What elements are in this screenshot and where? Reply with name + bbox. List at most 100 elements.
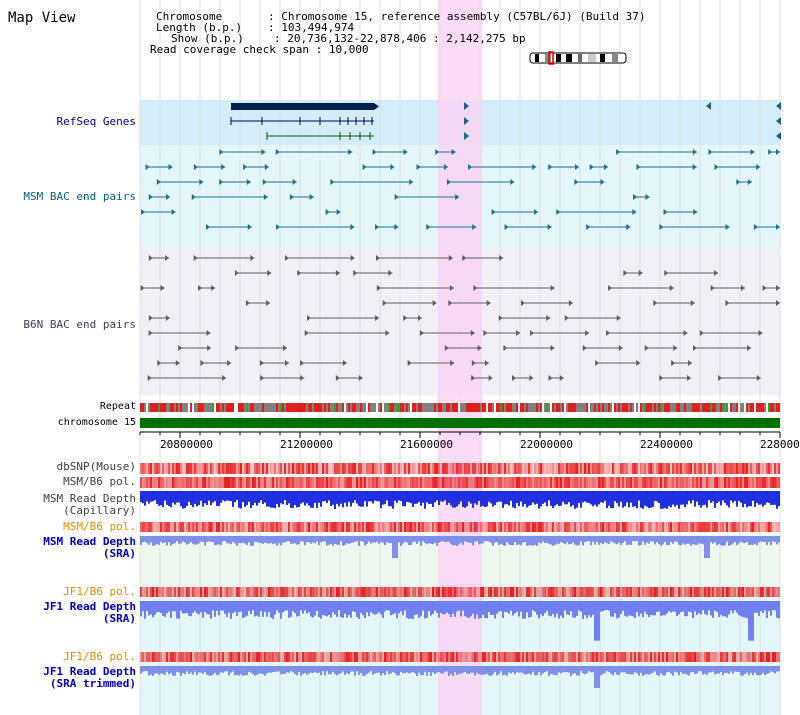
msm-bac-pair-end xyxy=(636,164,641,170)
polymorphism-cell xyxy=(694,477,696,488)
polymorphism-cell xyxy=(506,587,508,597)
polymorphism-cell xyxy=(284,652,286,662)
polymorphism-cell xyxy=(562,652,564,662)
dbsnp-label[interactable]: dbSNP(Mouse) xyxy=(56,460,136,473)
repeat-segment xyxy=(756,403,758,412)
msm-b6-pol-label[interactable]: MSM/B6 pol. xyxy=(63,475,136,488)
polymorphism-cell xyxy=(534,477,536,488)
jf1-read-depth-trimmed-label[interactable]: JF1 Read Depth xyxy=(43,665,136,678)
jf1-sra-depth-bar xyxy=(218,601,220,616)
repeat-segment xyxy=(698,403,700,412)
msm-read-depth-sra-label[interactable]: MSM Read Depth xyxy=(43,535,136,548)
polymorphism-cell xyxy=(432,463,434,474)
chromosome-track-label[interactable]: chromosome 15 xyxy=(57,417,136,428)
polymorphism-cell xyxy=(450,463,452,474)
msm-bac-pair-end xyxy=(193,164,198,170)
msm-capillary-depth-bar xyxy=(738,491,740,501)
polymorphism-cell xyxy=(736,522,738,532)
msm-sra-depth-bar xyxy=(486,536,488,542)
msm-sra-depth-bar xyxy=(206,536,208,542)
repeat-segment xyxy=(550,403,552,412)
polymorphism-cell xyxy=(464,477,466,488)
jf1-b6-pol-2-label[interactable]: JF1/B6 pol. xyxy=(63,650,136,663)
polymorphism-cell xyxy=(678,477,680,488)
polymorphism-cell xyxy=(216,522,218,532)
polymorphism-cell xyxy=(230,652,232,662)
b6n-bac-pair-end xyxy=(673,345,678,351)
msm-read-depth-capillary-label[interactable]: MSM Read Depth xyxy=(43,492,136,505)
polymorphism-cell xyxy=(250,652,252,662)
length-value: 103,494,974 xyxy=(281,21,355,34)
b6n-bac-pair-end xyxy=(548,375,553,381)
refseq-genes-label[interactable]: RefSeq Genes xyxy=(56,115,136,128)
polymorphism-cell xyxy=(400,522,402,532)
msm-capillary-depth-bar xyxy=(666,491,668,509)
polymorphism-cell xyxy=(438,587,440,597)
jf1-sra-depth-bar xyxy=(722,601,724,617)
jf1-trimmed-depth-bar xyxy=(400,666,402,672)
polymorphism-cell xyxy=(156,477,158,488)
msm-capillary-depth-bar xyxy=(294,491,296,505)
msm-bac-label[interactable]: MSM BAC end pairs xyxy=(23,190,136,203)
msm-sra-depth-bar xyxy=(678,536,680,545)
polymorphism-cell xyxy=(772,522,774,532)
jf1-sra-depth-bar xyxy=(496,601,498,614)
polymorphism-cell xyxy=(368,522,370,532)
msm-capillary-depth-bar xyxy=(422,491,424,503)
polymorphism-cell xyxy=(272,463,274,474)
polymorphism-cell xyxy=(198,463,200,474)
polymorphism-cell xyxy=(292,477,294,488)
jf1-trimmed-depth-bar xyxy=(292,666,294,673)
repeat-label[interactable]: Repeat xyxy=(99,401,136,412)
polymorphism-cell xyxy=(488,587,490,597)
polymorphism-cell xyxy=(580,522,582,532)
polymorphism-cell xyxy=(446,522,448,532)
jf1-sra-depth-bar xyxy=(466,601,468,618)
msm-capillary-depth-bar xyxy=(568,491,570,503)
polymorphism-cell xyxy=(212,522,214,532)
polymorphism-cell xyxy=(470,587,472,597)
polymorphism-cell xyxy=(216,652,218,662)
polymorphism-cell xyxy=(156,463,158,474)
msm-sra-depth-bar xyxy=(514,536,516,543)
polymorphism-cell xyxy=(696,477,698,488)
jf1-b6-pol-label[interactable]: JF1/B6 pol. xyxy=(63,585,136,598)
repeat-segment xyxy=(696,403,698,412)
polymorphism-cell xyxy=(592,652,594,662)
polymorphism-cell xyxy=(192,652,194,662)
b6n-bac-label[interactable]: B6N BAC end pairs xyxy=(23,318,136,331)
jf1-trimmed-depth-bar xyxy=(150,666,152,675)
polymorphism-cell xyxy=(228,522,230,532)
msm-sra-depth-bar xyxy=(440,536,442,542)
polymorphism-cell xyxy=(766,463,768,474)
msm-bac-pair-end xyxy=(221,164,226,170)
polymorphism-cell xyxy=(534,522,536,532)
jf1-sra-depth-bar xyxy=(666,601,668,614)
polymorphism-cell xyxy=(578,652,580,662)
polymorphism-cell xyxy=(378,463,380,474)
polymorphism-cell xyxy=(288,463,290,474)
jf1-sra-depth-bar xyxy=(532,601,534,611)
msm-sra-depth-bar xyxy=(378,536,380,544)
jf1-sra-depth-bar xyxy=(220,601,222,611)
polymorphism-cell xyxy=(160,477,162,488)
msm-b6-pol-2-label[interactable]: MSM/B6 pol. xyxy=(63,520,136,533)
jf1-read-depth-sra-label[interactable]: JF1 Read Depth xyxy=(43,600,136,613)
msm-sra-depth-bar xyxy=(142,536,144,543)
msm-capillary-depth-bar xyxy=(524,491,526,505)
polymorphism-cell xyxy=(582,652,584,662)
jf1-trimmed-depth-bar xyxy=(192,666,194,675)
repeat-segment xyxy=(438,403,440,412)
repeat-segment xyxy=(632,403,634,412)
polymorphism-cell xyxy=(194,587,196,597)
jf1-trimmed-depth-bar xyxy=(750,666,752,673)
polymorphism-cell xyxy=(404,477,406,488)
repeat-segment xyxy=(268,403,270,412)
msm-bac-pair-end xyxy=(394,224,399,230)
jf1-trimmed-depth-bar xyxy=(570,666,572,676)
polymorphism-cell xyxy=(196,587,198,597)
msm-capillary-depth-bar xyxy=(506,491,508,505)
polymorphism-cell xyxy=(656,587,658,597)
jf1-trimmed-depth-bar xyxy=(492,666,494,675)
